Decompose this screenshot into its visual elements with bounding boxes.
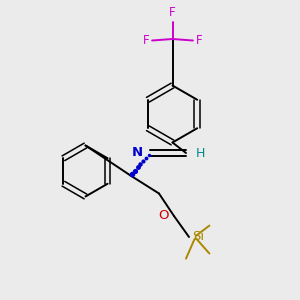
Text: O: O: [158, 208, 169, 222]
Text: N: N: [131, 146, 142, 159]
Text: H: H: [196, 147, 205, 161]
Text: Si: Si: [193, 230, 205, 244]
Text: F: F: [169, 6, 176, 19]
Text: F: F: [142, 34, 149, 47]
Text: F: F: [196, 34, 202, 47]
